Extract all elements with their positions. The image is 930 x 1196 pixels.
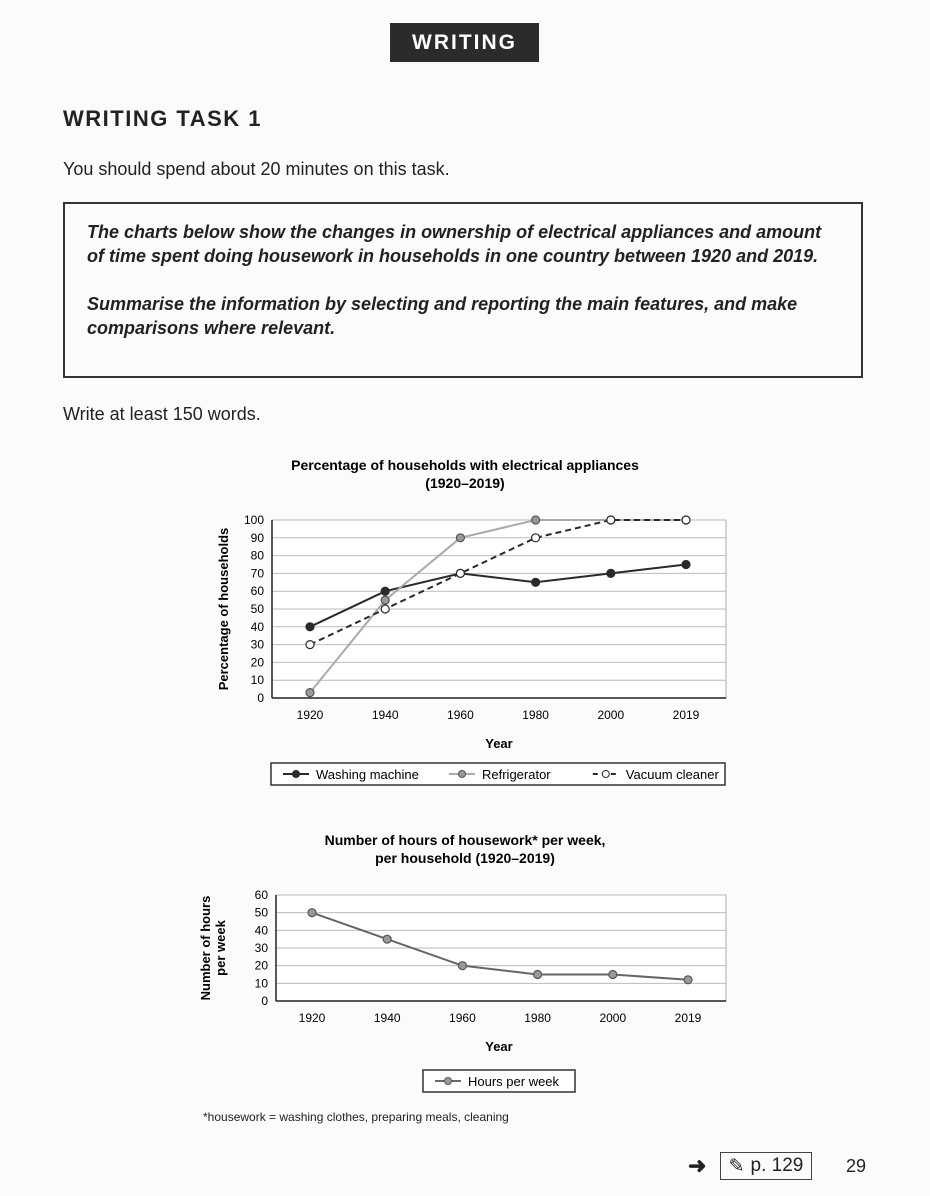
prompt-description: The charts below show the changes in own… — [87, 222, 822, 266]
y-tick-label: 30 — [251, 638, 265, 652]
appliances-chart: Percentage of households with electrical… — [216, 457, 727, 786]
legend-marker — [292, 770, 300, 778]
y-tick-label: 20 — [255, 959, 269, 973]
data-point — [681, 515, 691, 525]
x-tick-label: 2019 — [673, 708, 700, 722]
y-tick-label: 10 — [255, 976, 269, 990]
y-tick-label: 90 — [251, 531, 265, 545]
footnote: *housework = washing clothes, preparing … — [203, 1110, 509, 1124]
x-tick-label: 1960 — [449, 1011, 476, 1025]
data-point — [455, 568, 465, 578]
data-point — [380, 595, 390, 605]
chart-subtitle: (1920–2019) — [425, 475, 504, 491]
chart-subtitle: per household (1920–2019) — [375, 850, 555, 866]
data-point — [382, 934, 392, 944]
data-point — [530, 515, 541, 525]
legend-marker — [601, 770, 610, 778]
series-line — [311, 911, 689, 981]
page-reference-label: p. 129 — [750, 1155, 804, 1176]
legend — [422, 1069, 576, 1093]
data-point — [457, 961, 467, 971]
y-axis-label: Percentage of households — [216, 528, 231, 691]
y-tick-label: 40 — [251, 620, 265, 634]
pencil-icon: ✎ — [728, 1155, 745, 1177]
series-line — [309, 563, 687, 628]
y-tick-label: 60 — [251, 584, 265, 598]
legend-marker — [458, 770, 466, 778]
legend-label: Hours per week — [468, 1074, 560, 1089]
data-point — [606, 515, 616, 525]
y-tick-label: 0 — [257, 691, 264, 705]
x-tick-label: 2000 — [597, 708, 624, 722]
y-tick-label: 50 — [255, 906, 269, 920]
y-tick-label: 10 — [251, 673, 265, 687]
chart-title: Number of hours of housework* per week, — [325, 832, 606, 848]
x-tick-label: 1920 — [299, 1011, 326, 1025]
x-tick-label: 1980 — [524, 1011, 551, 1025]
legend — [270, 762, 726, 786]
chart-title: Percentage of households with electrical… — [291, 457, 639, 473]
legend-label: Refrigerator — [482, 767, 551, 782]
data-point — [305, 640, 315, 650]
legend-marker — [444, 1077, 452, 1085]
x-tick-label: 1980 — [522, 708, 549, 722]
data-point — [532, 969, 543, 980]
y-tick-label: 30 — [255, 941, 269, 955]
data-point — [606, 568, 616, 578]
y-tick-label: 60 — [255, 888, 269, 902]
data-point — [305, 688, 315, 698]
time-instruction: You should spend about 20 minutes on thi… — [63, 159, 450, 179]
y-tick-label: 20 — [251, 655, 265, 669]
prompt-instruction: Summarise the information by selecting a… — [87, 294, 798, 338]
arrow-right-icon: ➜ — [688, 1153, 707, 1178]
x-tick-label: 2000 — [599, 1011, 626, 1025]
y-axis-label: per week — [213, 919, 228, 975]
data-point — [530, 533, 541, 543]
y-axis-label: Number of hours — [198, 896, 213, 1001]
x-tick-label: 2019 — [675, 1011, 702, 1025]
x-axis-label: Year — [485, 1039, 512, 1054]
housework-chart: Number of hours of housework* per week, p… — [198, 832, 727, 1093]
data-point — [455, 533, 465, 543]
x-tick-label: 1920 — [297, 708, 324, 722]
task-prompt-box: The charts below show the changes in own… — [63, 202, 863, 378]
data-point — [683, 975, 693, 985]
data-point — [608, 969, 618, 980]
y-tick-label: 50 — [251, 602, 265, 616]
word-count-instruction: Write at least 150 words. — [63, 404, 261, 424]
page-reference[interactable]: ✎ p. 129 — [720, 1152, 812, 1180]
section-banner: WRITING — [390, 23, 539, 62]
x-tick-label: 1940 — [372, 708, 399, 722]
x-tick-label: 1940 — [374, 1011, 401, 1025]
data-point — [530, 577, 541, 587]
y-tick-label: 100 — [244, 513, 264, 527]
data-point — [380, 586, 390, 596]
legend-label: Vacuum cleaner — [626, 767, 720, 782]
y-tick-label: 40 — [255, 923, 269, 937]
task-title: WRITING TASK 1 — [63, 106, 263, 131]
y-tick-label: 80 — [251, 549, 265, 563]
x-axis-label: Year — [485, 736, 512, 751]
y-tick-label: 0 — [261, 994, 268, 1008]
data-point — [305, 622, 315, 632]
legend-label: Washing machine — [316, 767, 419, 782]
y-tick-label: 70 — [251, 566, 265, 580]
page-number: 29 — [846, 1156, 867, 1176]
series-line — [309, 519, 686, 694]
x-tick-label: 1960 — [447, 708, 474, 722]
data-point — [380, 604, 390, 614]
data-point — [307, 908, 317, 918]
data-point — [681, 559, 691, 570]
